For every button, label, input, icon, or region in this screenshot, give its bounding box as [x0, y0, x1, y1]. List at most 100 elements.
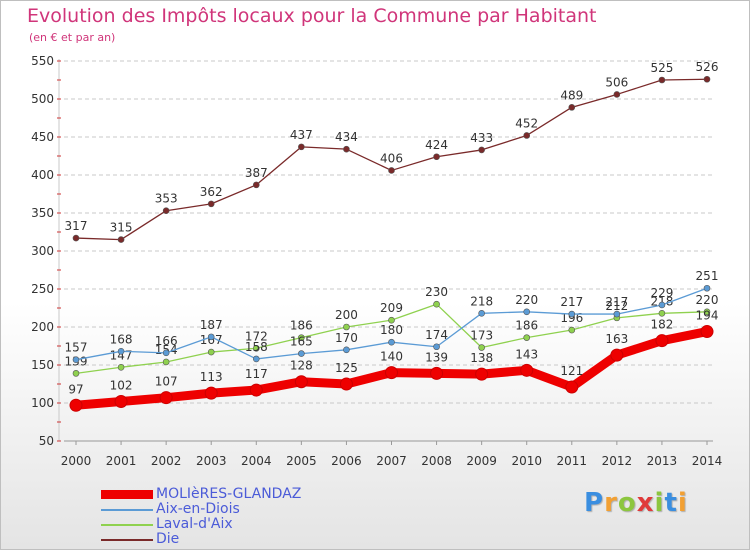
x-tick-label: 2008 [421, 454, 452, 468]
data-label: 121 [560, 364, 583, 378]
data-label: 180 [380, 323, 403, 337]
data-point [339, 377, 353, 391]
data-label: 433 [470, 131, 493, 145]
data-point [72, 234, 80, 242]
data-point [298, 143, 305, 151]
legend-label: Laval-d'Aix [156, 516, 233, 532]
data-label: 452 [515, 116, 538, 130]
data-label: 168 [110, 332, 133, 346]
legend-swatch [101, 539, 153, 541]
data-point [343, 145, 350, 153]
data-point [520, 363, 534, 377]
data-label: 182 [650, 318, 673, 332]
data-label: 172 [245, 329, 268, 343]
x-tick-label: 2012 [602, 454, 633, 468]
logo-letter: o [617, 488, 637, 518]
data-point [117, 236, 125, 243]
y-tick-label: 400 [31, 168, 54, 182]
data-label: 186 [515, 319, 538, 333]
data-point [207, 348, 215, 356]
logo-letter: i [654, 488, 665, 518]
data-label: 526 [696, 60, 719, 74]
data-label: 525 [650, 61, 673, 75]
data-label: 212 [605, 299, 628, 313]
data-label: 230 [425, 285, 448, 299]
data-label: 209 [380, 301, 403, 315]
data-point [703, 75, 711, 83]
data-label: 229 [650, 286, 673, 300]
data-label: 157 [65, 341, 88, 355]
data-label: 217 [605, 295, 628, 309]
data-label: 166 [155, 334, 178, 348]
data-label: 194 [696, 309, 719, 323]
data-point [658, 76, 666, 84]
data-point [252, 181, 260, 189]
data-label: 186 [290, 319, 313, 333]
data-point [568, 326, 576, 334]
data-point [159, 391, 173, 405]
x-tick-label: 2000 [61, 454, 92, 468]
data-point [523, 308, 531, 316]
x-tick-label: 2007 [376, 454, 407, 468]
data-point [249, 383, 263, 397]
y-tick-label: 200 [31, 320, 54, 334]
data-point [478, 310, 485, 317]
data-point [117, 348, 125, 355]
y-tick-label: 100 [31, 396, 54, 410]
data-label: 362 [200, 185, 223, 199]
data-point [565, 380, 579, 394]
data-point [385, 366, 398, 380]
data-label: 128 [290, 359, 313, 373]
data-point [69, 398, 83, 412]
data-point [298, 350, 305, 357]
data-label: 506 [605, 75, 628, 89]
legend-label: MOLIèRES-GLANDAZ [156, 486, 302, 502]
data-label: 437 [290, 128, 313, 142]
logo-letter: P [584, 488, 605, 518]
data-point [703, 284, 711, 292]
data-point [478, 146, 485, 154]
data-point [613, 310, 621, 318]
data-point [655, 334, 669, 348]
x-tick-label: 2002 [151, 454, 182, 468]
data-point [114, 394, 128, 408]
x-tick-label: 2003 [196, 454, 227, 468]
data-point [388, 167, 395, 174]
data-point [523, 132, 531, 139]
data-label: 173 [470, 329, 493, 343]
data-point [72, 370, 80, 377]
data-label: 387 [245, 166, 268, 180]
data-label: 138 [470, 351, 493, 365]
data-point [475, 367, 489, 381]
data-label: 317 [65, 219, 88, 233]
data-point [252, 355, 260, 363]
data-label: 139 [425, 350, 448, 364]
data-point [430, 366, 444, 380]
data-point [294, 375, 308, 389]
y-tick-label: 500 [31, 92, 54, 106]
data-label: 102 [110, 378, 133, 392]
data-point [72, 356, 80, 363]
legend-swatch [101, 509, 153, 511]
data-label: 163 [605, 332, 628, 346]
x-tick-label: 2010 [511, 454, 542, 468]
data-label: 125 [335, 361, 358, 375]
data-label: 434 [335, 130, 358, 144]
x-tick-label: 2001 [106, 454, 137, 468]
data-point [568, 310, 576, 318]
logo-letter: i [677, 488, 688, 518]
data-point [478, 344, 485, 351]
data-point [568, 104, 576, 111]
data-label: 117 [245, 367, 268, 381]
x-tick-label: 2005 [286, 454, 317, 468]
data-point [703, 308, 711, 316]
x-tick-label: 2009 [466, 454, 497, 468]
data-label: 424 [425, 138, 448, 152]
legend-label: Aix-en-Diois [156, 501, 240, 517]
legend-label: Die [156, 531, 180, 547]
data-point [117, 363, 125, 371]
data-label: 406 [380, 151, 403, 165]
data-point [610, 348, 624, 362]
